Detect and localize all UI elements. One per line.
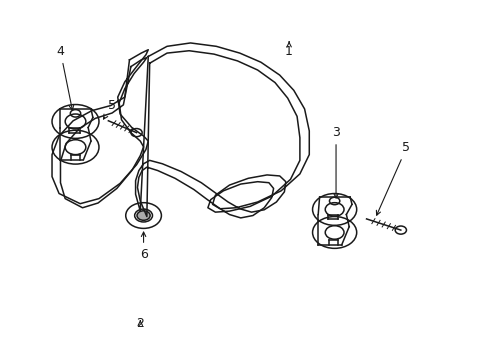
Text: 5: 5 — [376, 141, 409, 215]
Text: 6: 6 — [140, 232, 147, 261]
Text: 2: 2 — [136, 317, 144, 330]
Text: 3: 3 — [331, 126, 339, 198]
Circle shape — [137, 211, 150, 220]
Text: 5: 5 — [103, 99, 116, 119]
Text: 1: 1 — [285, 42, 292, 58]
Text: 4: 4 — [57, 45, 74, 110]
